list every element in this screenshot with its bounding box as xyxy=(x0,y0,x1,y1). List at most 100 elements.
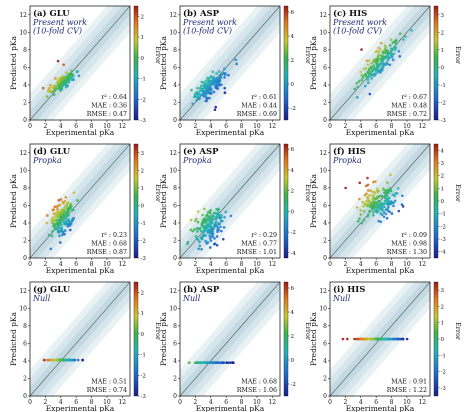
data-point xyxy=(361,200,364,204)
data-point xyxy=(223,216,226,219)
data-point xyxy=(67,358,71,362)
data-point xyxy=(46,214,49,217)
x-tick-label: 2 xyxy=(193,123,197,130)
data-point xyxy=(362,219,366,222)
y-tick-label: 2 xyxy=(23,99,27,106)
data-point xyxy=(214,220,218,224)
y-tick-label: 4 xyxy=(173,220,177,227)
data-point xyxy=(344,186,347,190)
data-point xyxy=(381,51,385,55)
data-point xyxy=(56,210,60,213)
data-point xyxy=(384,212,388,216)
data-point xyxy=(376,56,380,60)
colorbar-tick-label: -2 xyxy=(441,100,446,106)
x-tick-label: 8 xyxy=(240,123,244,130)
data-point xyxy=(191,102,194,105)
data-point xyxy=(208,234,211,237)
colorbar xyxy=(433,281,439,397)
data-point xyxy=(367,75,370,79)
data-point xyxy=(196,220,200,224)
x-tick-label: 10 xyxy=(253,261,261,268)
data-point xyxy=(377,206,381,210)
data-point xyxy=(376,337,379,341)
data-point xyxy=(200,247,203,251)
data-point xyxy=(391,58,395,62)
data-point xyxy=(56,230,60,234)
data-point xyxy=(209,225,212,228)
colorbar-tick-label: 1 xyxy=(441,321,445,327)
y-tick-label: 10 xyxy=(319,29,327,36)
y-tick-label: 0 xyxy=(323,393,327,400)
data-point xyxy=(53,205,57,209)
panel-title: (h) ASP xyxy=(183,284,220,295)
data-point xyxy=(205,85,209,89)
method-label: (10-fold CV) xyxy=(183,27,232,36)
data-point xyxy=(385,194,389,197)
data-point xyxy=(214,105,218,109)
data-point xyxy=(219,225,222,229)
colorbar-label: Error xyxy=(154,184,162,203)
data-point xyxy=(388,202,391,206)
data-point xyxy=(200,80,204,84)
data-point xyxy=(196,96,200,100)
y-tick-label: 8 xyxy=(23,185,27,192)
y-axis-label: Predicted pKa xyxy=(309,311,318,366)
data-point xyxy=(213,361,217,364)
data-point xyxy=(49,83,52,87)
points xyxy=(190,58,239,112)
data-point xyxy=(65,204,69,207)
colorbar-tick-label: -1 xyxy=(141,77,146,83)
stat-rmse: RMSE : 1.30 xyxy=(387,249,427,256)
y-tick-label: 6 xyxy=(323,64,327,71)
colorbar-tick-label: 6 xyxy=(291,286,295,292)
data-point xyxy=(360,73,364,77)
data-point xyxy=(207,228,211,232)
data-point xyxy=(392,204,395,208)
data-point xyxy=(386,209,390,213)
y-tick-label: 0 xyxy=(173,255,177,262)
data-point xyxy=(376,203,379,206)
data-point xyxy=(374,209,377,213)
data-point xyxy=(63,199,67,203)
data-point xyxy=(370,337,374,341)
x-tick-label: 2 xyxy=(193,399,197,406)
y-tick-label: 10 xyxy=(169,305,177,312)
x-tick-label: 0 xyxy=(28,123,32,130)
y-axis-label: Predicted pKa xyxy=(159,35,168,90)
data-point xyxy=(214,217,218,221)
data-point xyxy=(204,221,208,224)
data-point xyxy=(187,361,191,364)
colorbar-tick-label: 1 xyxy=(141,35,145,41)
data-point xyxy=(76,70,79,73)
colorbar-tick-label: -1 xyxy=(441,83,446,89)
data-point xyxy=(383,205,386,209)
stat-rmse: RMSE : 0.72 xyxy=(387,111,427,118)
y-tick-label: 10 xyxy=(19,167,27,174)
data-point xyxy=(221,237,225,241)
x-tick-label: 4 xyxy=(59,123,63,130)
data-point xyxy=(205,97,209,100)
data-point xyxy=(401,337,404,341)
colorbar-label: Error xyxy=(304,184,312,203)
data-point xyxy=(59,86,62,89)
data-point xyxy=(212,211,216,215)
data-point xyxy=(366,78,370,81)
axes-frame xyxy=(329,143,431,259)
panel-title: (d) GLU xyxy=(33,146,71,157)
y-tick-label: 6 xyxy=(23,340,27,347)
panel-title: (g) GLU xyxy=(33,284,71,295)
data-point xyxy=(213,108,217,112)
x-tick-label: 2 xyxy=(43,123,47,130)
data-point xyxy=(197,247,200,251)
data-point xyxy=(73,358,77,362)
data-point xyxy=(378,203,382,206)
x-tick-label: 6 xyxy=(224,123,228,130)
x-axis-label: Experimental pKa xyxy=(46,404,115,412)
data-point xyxy=(220,361,224,364)
data-point xyxy=(370,62,373,65)
colorbar-tick-label: 0 xyxy=(141,56,145,62)
data-point xyxy=(366,70,370,74)
data-point xyxy=(397,49,401,53)
data-point xyxy=(394,39,398,42)
method-label: Present work xyxy=(32,18,87,27)
